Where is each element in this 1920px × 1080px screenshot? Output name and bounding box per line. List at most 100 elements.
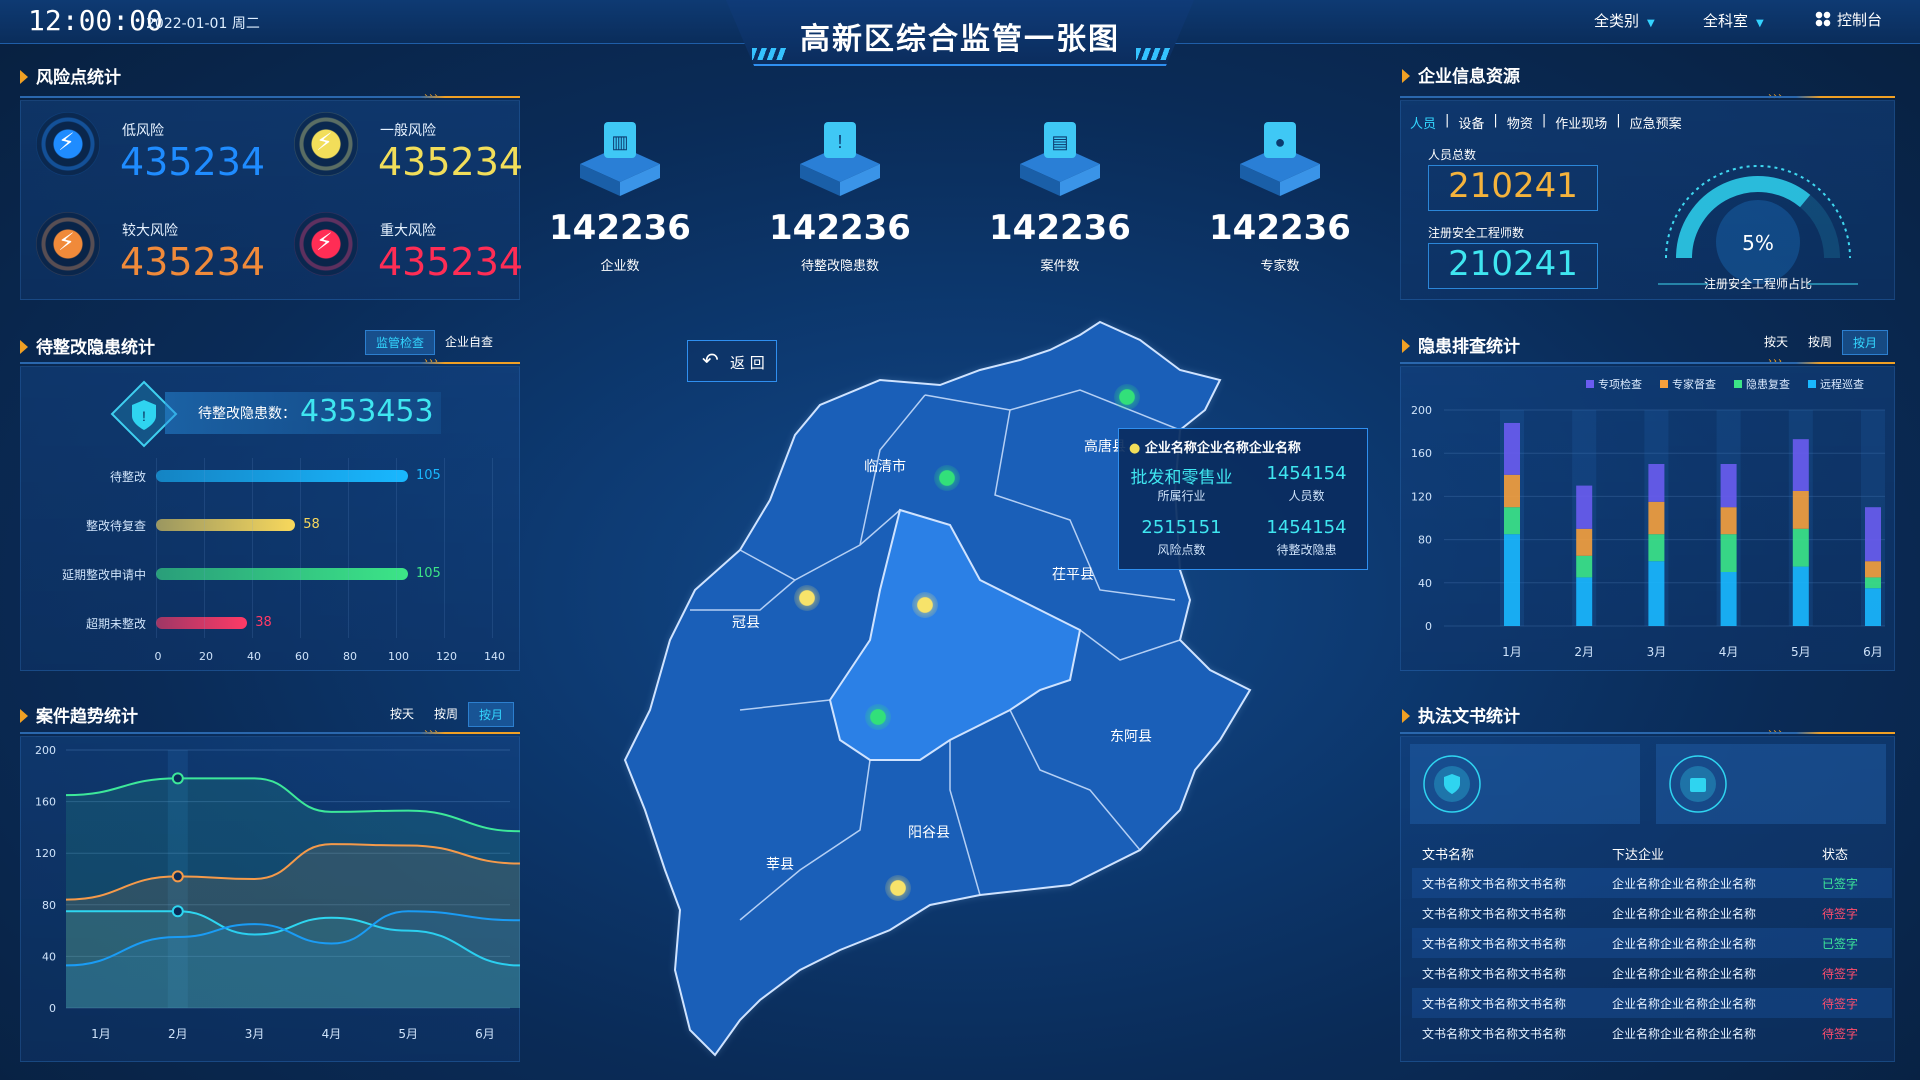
title-frame [726, 0, 1194, 66]
enterprise-tab[interactable]: 作业现场 [1555, 117, 1608, 132]
bar-segment[interactable] [1865, 577, 1881, 589]
bar-segment[interactable] [1648, 534, 1665, 562]
tab-self-check[interactable]: 企业自查 [445, 335, 494, 349]
bar-segment[interactable] [1504, 507, 1520, 535]
table-row[interactable]: 文书名称文书名称文书名称 企业名称企业名称企业名称 待签字 [1412, 988, 1892, 1018]
bar-segment[interactable] [1648, 561, 1665, 626]
bar-segment[interactable] [1865, 507, 1881, 562]
gridline [396, 458, 397, 638]
doc-card-1[interactable] [1410, 744, 1640, 824]
bar-segment[interactable] [1865, 588, 1881, 626]
table-row[interactable]: 文书名称文书名称文书名称 企业名称企业名称企业名称 已签字 [1412, 868, 1892, 898]
department-select[interactable]: 全科室 ▼ [1703, 10, 1764, 31]
series-line [66, 910, 520, 967]
svg-text:!: ! [142, 408, 146, 424]
enterprise-tabs: 人员 | 设备 | 物资 | 作业现场 | 应急预案 [1410, 113, 1682, 132]
bar-segment[interactable] [1720, 507, 1737, 535]
stat-value: 142236 [1209, 208, 1351, 248]
map-marker-green[interactable] [934, 465, 960, 491]
bar-segment[interactable] [1720, 572, 1737, 626]
popup-title: ● 企业名称企业名称企业名称 [1129, 437, 1301, 456]
bar-segment[interactable] [1648, 501, 1665, 535]
data-point[interactable] [171, 905, 184, 918]
risk-label: 一般风险 [380, 123, 436, 139]
general-risk-icon: ⚡ [294, 112, 358, 176]
bar-segment[interactable] [1504, 422, 1520, 475]
bar-segment[interactable] [1648, 464, 1665, 502]
map-marker-green[interactable] [1114, 384, 1140, 410]
bar-segment[interactable] [1576, 528, 1593, 556]
status-cell: 已签字 [1812, 868, 1892, 898]
category-select-label: 全类别 [1594, 12, 1640, 30]
table-row[interactable]: 文书名称文书名称文书名称 企业名称企业名称企业名称 已签字 [1412, 928, 1892, 958]
doc-name-cell: 文书名称文书名称文书名称 [1412, 988, 1602, 1018]
label-linqing: 临清市 [864, 459, 906, 475]
risk-panel-title: 风险点统计 [20, 63, 121, 88]
enterprise-tab[interactable]: 设备 [1458, 117, 1485, 132]
tab-by-day[interactable]: 按天 [390, 707, 415, 721]
legend-item[interactable]: 专项检查 [1586, 376, 1642, 392]
series-area [66, 911, 520, 1008]
popup-title-text: 企业名称企业名称企业名称 [1144, 441, 1301, 456]
table-row[interactable]: 文书名称文书名称文书名称 企业名称企业名称企业名称 待签字 [1412, 1018, 1892, 1048]
data-point[interactable] [171, 870, 184, 883]
gridline [348, 458, 349, 638]
map-marker-green[interactable] [865, 704, 891, 730]
hazard-summary-value: 4353453 [300, 394, 434, 429]
table-row[interactable]: 文书名称文书名称文书名称 企业名称企业名称企业名称 待签字 [1412, 958, 1892, 988]
legend-item[interactable]: 专家督查 [1660, 376, 1716, 392]
doc-card-2[interactable] [1656, 744, 1886, 824]
bar-segment[interactable] [1792, 528, 1809, 567]
tab-supervision[interactable]: 监管检查 [365, 330, 436, 355]
tab-by-month[interactable]: 按月 [468, 702, 515, 727]
bar-segment[interactable] [1576, 485, 1593, 529]
bar-segment[interactable] [1792, 439, 1809, 491]
series-area [66, 911, 520, 1008]
enterprise-panel [1400, 100, 1895, 300]
engineer-label: 注册安全工程师数 [1428, 226, 1525, 240]
legend-swatch [1734, 380, 1742, 388]
legend-label: 隐患复查 [1746, 378, 1790, 391]
axis-tick: 40 [247, 650, 261, 663]
bar-segment[interactable] [1720, 534, 1737, 572]
category-select[interactable]: 全类别 ▼ [1594, 10, 1655, 31]
tab-by-week[interactable]: 按周 [1808, 335, 1833, 349]
axis-tick: 0 [154, 650, 162, 663]
map-marker-yellow[interactable] [885, 875, 911, 901]
gridline [204, 458, 205, 638]
map-marker-yellow[interactable] [912, 592, 938, 618]
bar-segment[interactable] [1792, 491, 1809, 529]
bar-segment[interactable] [1720, 464, 1737, 508]
series-line [65, 843, 520, 901]
y-tick: 160 [1411, 447, 1432, 460]
x-tick: 4月 [322, 1027, 342, 1041]
map-marker-yellow[interactable] [794, 585, 820, 611]
control-panel-button[interactable]: 控制台 [1815, 9, 1882, 30]
bar-segment[interactable] [1504, 474, 1520, 508]
bar-segment[interactable] [1576, 577, 1593, 626]
enterprise-tab[interactable]: 应急预案 [1629, 117, 1682, 132]
table-row[interactable]: 文书名称文书名称文书名称 企业名称企业名称企业名称 待签字 [1412, 898, 1892, 928]
bar-segment[interactable] [1792, 566, 1809, 626]
axis-tick: 20 [199, 650, 213, 663]
docs-divider [1400, 732, 1895, 734]
bar-segment[interactable] [1576, 555, 1593, 578]
y-tick: 200 [35, 744, 56, 757]
bar-segment[interactable] [1504, 534, 1520, 626]
legend-label: 专项检查 [1598, 378, 1642, 391]
legend-item[interactable]: 隐患复查 [1734, 376, 1790, 392]
tab-by-month[interactable]: 按月 [1842, 330, 1889, 355]
staff-total-label: 人员总数 [1428, 148, 1477, 162]
bar [156, 519, 296, 531]
enterprise-tab[interactable]: 物资 [1506, 117, 1533, 132]
back-button[interactable]: ↶ 返 回 [687, 340, 777, 382]
enterprise-divider [1400, 96, 1895, 98]
x-tick: 6月 [475, 1027, 495, 1041]
enterprise-tab[interactable]: 人员 [1410, 117, 1437, 132]
bar-segment[interactable] [1865, 561, 1881, 578]
tab-by-day[interactable]: 按天 [1764, 335, 1789, 349]
data-point[interactable] [171, 772, 184, 785]
legend-item[interactable]: 远程巡查 [1808, 376, 1864, 392]
tab-by-week[interactable]: 按周 [434, 707, 459, 721]
label-donge: 东阿县 [1110, 729, 1152, 745]
